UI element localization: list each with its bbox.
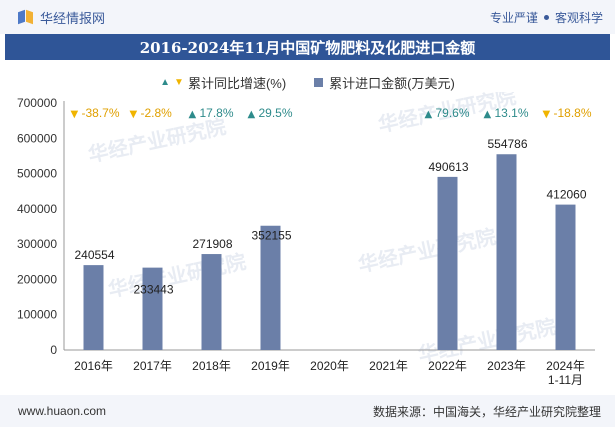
legend-amount-label: 累计进口金额(万美元): [329, 75, 455, 91]
x-tick-label: 2017年: [133, 359, 172, 373]
x-tick-label: 2023年: [487, 359, 526, 373]
x-tick-label: 2018年: [192, 359, 231, 373]
tagline-1: 专业严谨: [489, 10, 538, 25]
x-tick-label: 2016年: [74, 359, 113, 373]
legend-growth: ▲ ▼ 累计同比增速(%): [160, 73, 286, 92]
growth-up-icon: ▲: [484, 109, 492, 120]
y-tick-label: 0: [50, 343, 57, 357]
growth-label: 17.8%: [200, 106, 234, 120]
triangle-down-icon: ▼: [174, 76, 184, 88]
legend-growth-label: 累计同比增速(%): [187, 75, 287, 91]
chart-title: 2016-2024年11月中国矿物肥料及化肥进口金额: [5, 34, 610, 60]
tagline-2: 客观科学: [554, 10, 603, 25]
growth-up-icon: ▲: [189, 109, 197, 120]
brand-name: 华经情报网: [40, 10, 106, 26]
footer-source: 数据来源：中国海关，华经产业研究院整理: [372, 404, 601, 419]
bar-value-label: 490613: [428, 160, 468, 174]
watermark-text: 华经产业研究院: [356, 224, 498, 277]
x-tick-label: 2020年: [310, 359, 349, 373]
footer-website: www.huaon.com: [18, 404, 107, 418]
bar: [260, 225, 281, 350]
legend: ▲ ▼ 累计同比增速(%) 累计进口金额(万美元): [0, 72, 615, 92]
top-bar: 华经情报网 专业严谨 客观科学: [0, 0, 615, 34]
bar-value-label: 352155: [251, 229, 291, 243]
y-tick-label: 400000: [17, 202, 57, 216]
bar-chart: 华经产业研究院华经产业研究院华经产业研究院华经产业研究院华经产业研究院01000…: [17, 92, 595, 387]
bar: [555, 204, 576, 350]
growth-label: 13.1%: [495, 106, 529, 120]
x-tick-label: 1-11月: [548, 373, 583, 387]
bar-value-label: 233443: [133, 283, 173, 297]
growth-up-icon: ▲: [425, 109, 433, 120]
growth-label: 29.5%: [259, 106, 293, 120]
bar-value-label: 554786: [487, 137, 527, 151]
bar: [201, 254, 222, 350]
y-tick-label: 200000: [17, 272, 57, 286]
legend-bar-swatch: [314, 77, 324, 87]
growth-label: -18.8%: [554, 106, 592, 120]
growth-down-icon: ▼: [543, 109, 551, 120]
x-tick-label: 2021年: [369, 359, 408, 373]
brand: 华经情报网: [18, 8, 105, 27]
x-tick-label: 2024年: [546, 359, 585, 373]
bar-value-label: 412060: [546, 188, 586, 202]
footer: www.huaon.com 数据来源：中国海关，华经产业研究院整理: [0, 395, 615, 427]
triangle-up-icon: ▲: [160, 76, 171, 88]
bar-value-label: 240554: [74, 248, 114, 262]
y-tick-label: 100000: [17, 308, 57, 322]
y-tick-label: 500000: [17, 167, 57, 181]
bar: [496, 154, 517, 350]
tagline: 专业严谨 客观科学: [490, 9, 603, 26]
growth-up-icon: ▲: [248, 109, 256, 120]
y-tick-label: 700000: [17, 96, 57, 110]
brand-logo-icon: [18, 9, 34, 25]
growth-label: -2.8%: [141, 106, 173, 120]
x-tick-label: 2022年: [428, 359, 467, 373]
watermark-text: 华经产业研究院: [106, 249, 248, 302]
x-tick-label: 2019年: [251, 359, 290, 373]
bar: [437, 176, 458, 350]
bar-value-label: 271908: [192, 237, 232, 251]
watermark-text: 华经产业研究院: [86, 114, 228, 167]
bar: [142, 267, 163, 350]
dot-icon: [543, 14, 549, 20]
y-tick-label: 300000: [17, 237, 57, 251]
growth-down-icon: ▼: [130, 109, 138, 120]
growth-label: 79.6%: [436, 106, 470, 120]
y-tick-label: 600000: [17, 131, 57, 145]
bar: [83, 265, 104, 350]
growth-down-icon: ▼: [71, 109, 79, 120]
legend-amount: 累计进口金额(万美元): [314, 73, 455, 92]
growth-label: -38.7%: [82, 106, 120, 120]
